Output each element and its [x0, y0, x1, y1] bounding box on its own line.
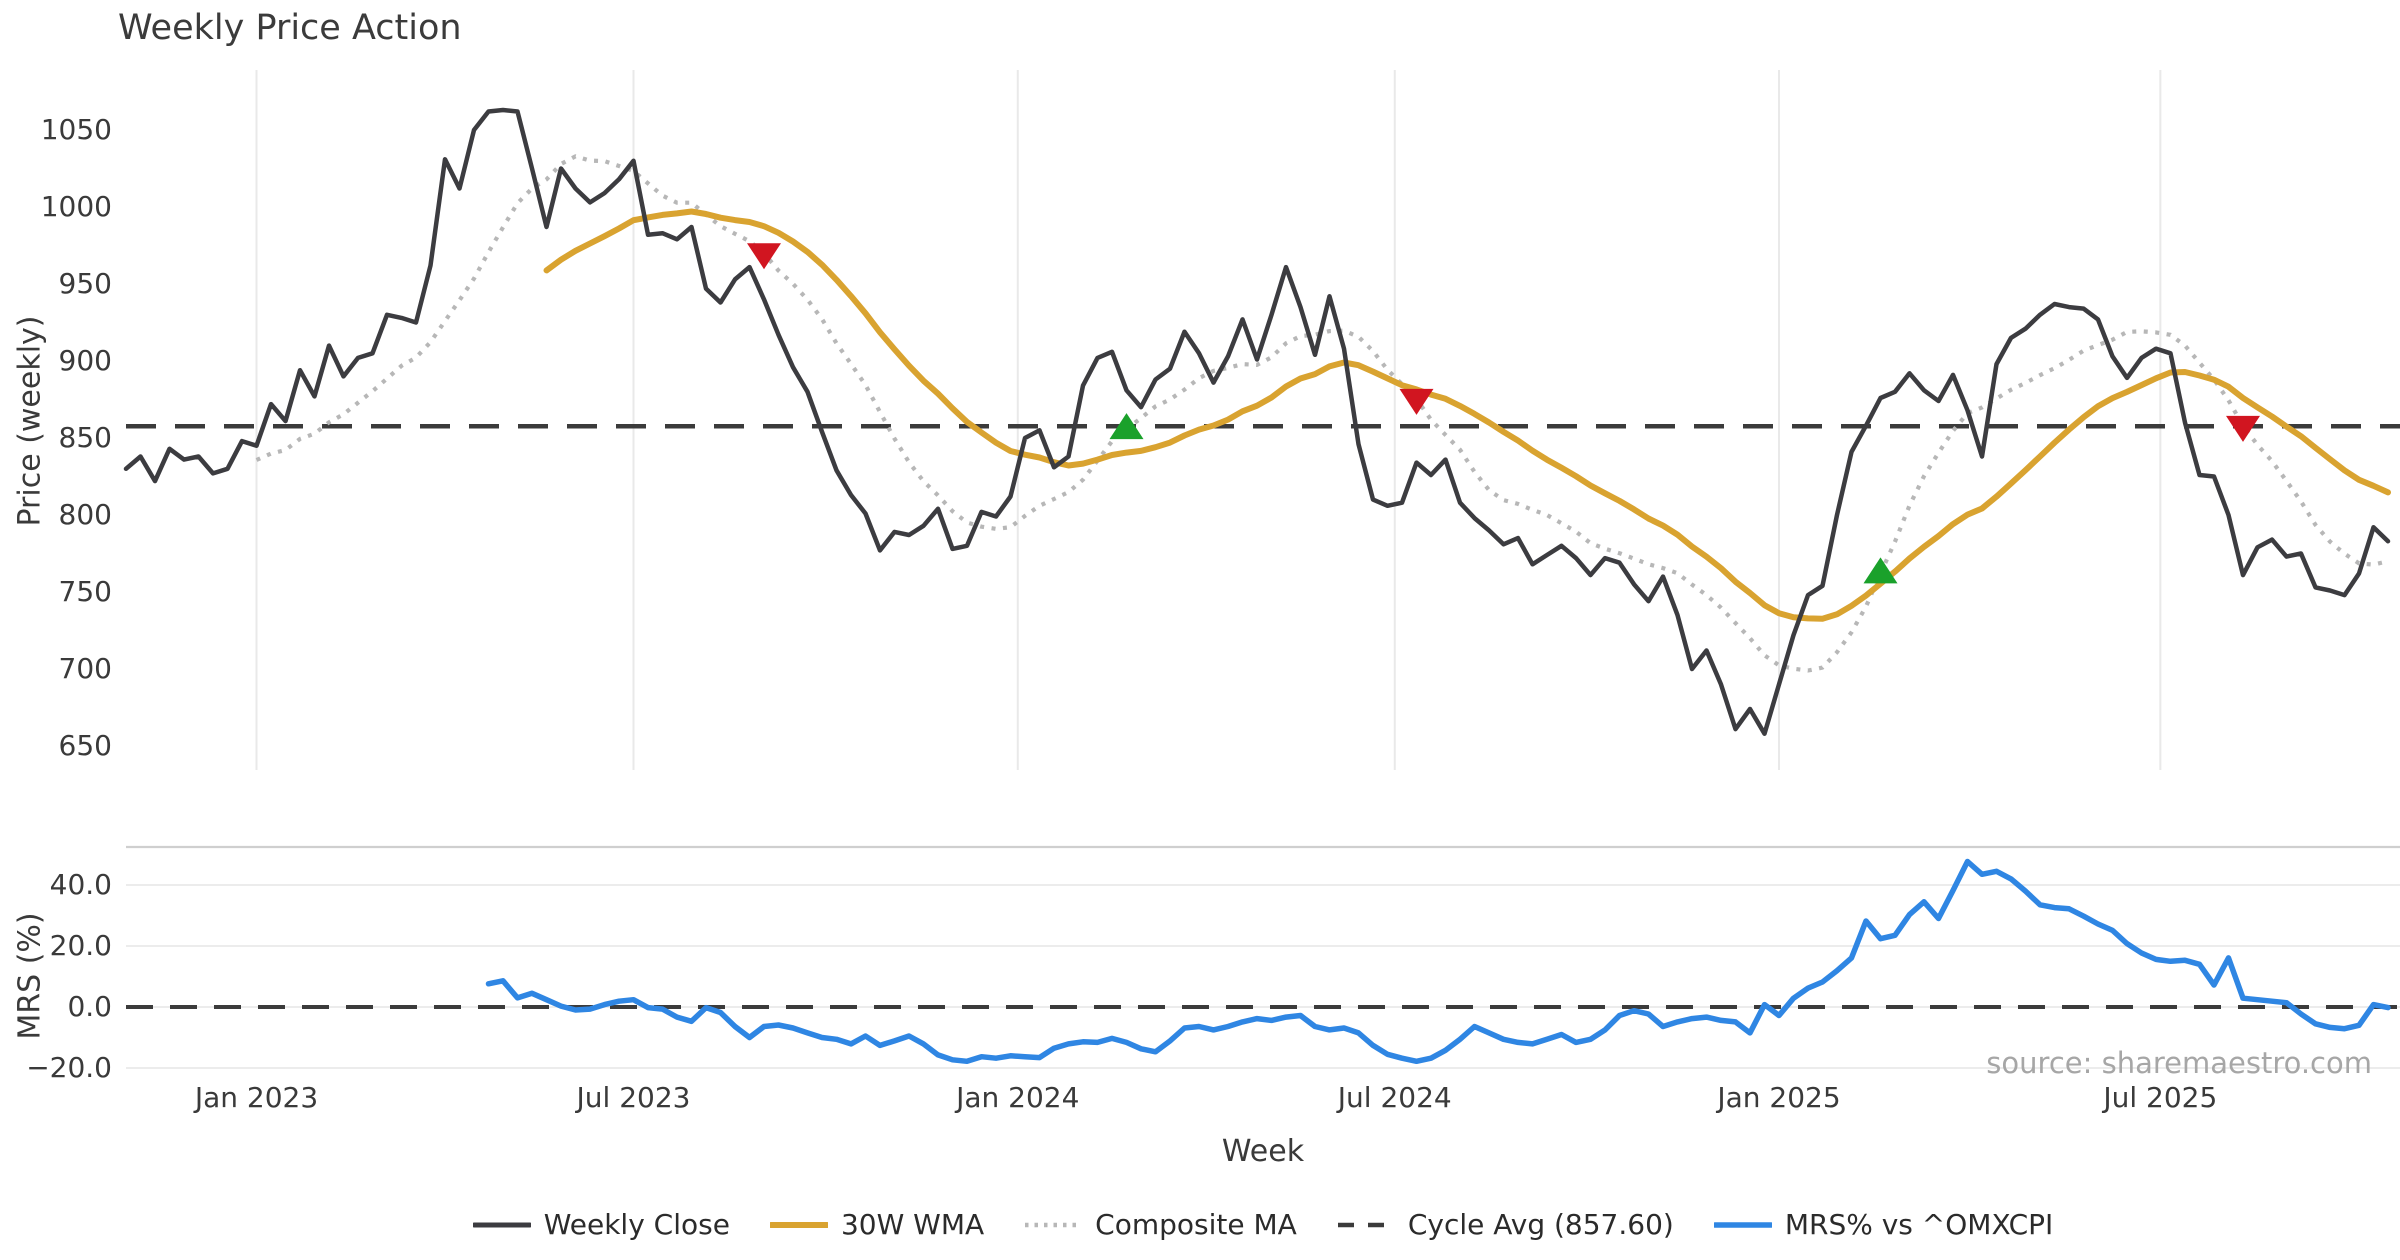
price-tick-label: 700	[58, 652, 112, 685]
source-watermark: source: sharemaestro.com	[1986, 1046, 2372, 1080]
price-tick-label: 1000	[40, 190, 112, 223]
legend-label: Cycle Avg (857.60)	[1407, 1208, 1674, 1241]
legend: Weekly Close 30W WMA Composite MA Cycle Avg…	[126, 1208, 2400, 1241]
price-tick-label: 950	[58, 267, 112, 300]
legend-label: Weekly Close	[543, 1208, 730, 1241]
sell-marker-icon	[2226, 415, 2260, 442]
date-tick-label: Jul 2024	[1337, 1081, 1452, 1114]
sell-marker-icon	[747, 243, 781, 270]
date-tick-label: Jan 2024	[956, 1081, 1080, 1114]
buy-marker-icon	[1109, 413, 1144, 440]
mrs-line	[485, 858, 2391, 1065]
legend-item: Composite MA	[1024, 1208, 1297, 1241]
legend-item: MRS% vs ^OMXCPI	[1713, 1208, 2054, 1241]
mrs-tick-label: 40.0	[49, 868, 112, 901]
legend-label: 30W WMA	[840, 1208, 985, 1241]
date-tick-label: Jan 2025	[1717, 1081, 1841, 1114]
price-tick-label: 750	[58, 575, 112, 608]
mrs-tick-label: 0.0	[67, 990, 112, 1023]
legend-swatch-dotted-icon	[1025, 1222, 1082, 1227]
price-tick-label: 1050	[40, 113, 112, 146]
legend-swatch-solid-icon	[769, 1221, 828, 1228]
legend-swatch-dashed-icon	[1337, 1222, 1394, 1227]
legend-label: Composite MA	[1095, 1208, 1297, 1241]
weekly-close-line	[123, 107, 2391, 736]
legend-item: Weekly Close	[472, 1208, 730, 1241]
legend-swatch-solid-icon	[472, 1222, 531, 1227]
legend-swatch-solid-icon	[1713, 1221, 1772, 1228]
date-tick-label: Jul 2025	[2103, 1081, 2218, 1114]
legend-item: Cycle Avg (857.60)	[1337, 1208, 1674, 1241]
wma-30w-line	[543, 208, 2391, 622]
sell-marker-icon	[1399, 388, 1434, 415]
price-tick-label: 850	[58, 421, 112, 454]
x-axis-title: Week	[1221, 1134, 1305, 1169]
date-tick-label: Jul 2023	[576, 1081, 691, 1114]
price-tick-label: 800	[58, 498, 112, 531]
mrs-tick-label: −20.0	[26, 1051, 112, 1084]
legend-item: 30W WMA	[769, 1208, 985, 1241]
price-tick-label: 650	[58, 729, 112, 762]
price-tick-label: 900	[58, 344, 112, 377]
mrs-tick-label: 20.0	[49, 929, 112, 962]
composite-ma-line	[255, 154, 2389, 673]
chart-title: Weekly Price Action	[118, 8, 462, 48]
buy-marker-icon	[1863, 557, 1898, 584]
legend-label: MRS% vs ^OMXCPI	[1784, 1208, 2054, 1241]
date-tick-label: Jan 2023	[194, 1081, 319, 1114]
